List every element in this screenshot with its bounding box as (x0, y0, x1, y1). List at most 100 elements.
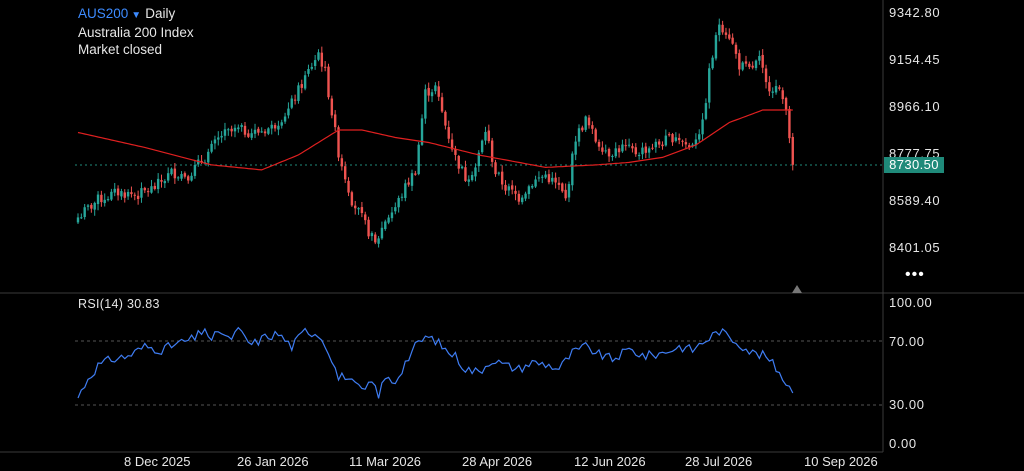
time-tick: 28 Jul 2026 (685, 454, 753, 469)
candle-body (587, 117, 591, 126)
candle-body (387, 217, 390, 223)
candle-body (310, 66, 313, 69)
candle-body (654, 141, 658, 148)
candle-body (277, 125, 280, 130)
candlestick-series (76, 18, 794, 248)
interval-label[interactable]: Daily (145, 6, 176, 21)
candle-body (414, 173, 417, 175)
rsi-line (77, 326, 794, 399)
candle-body (728, 34, 731, 39)
candle-body (283, 116, 287, 122)
candle-body (190, 175, 193, 181)
candle-body (694, 139, 698, 146)
candle-body (611, 156, 614, 158)
candle-body (447, 127, 450, 139)
price-tick: 9154.45 (889, 52, 941, 67)
candle-body (521, 197, 524, 203)
candle-body (210, 143, 213, 152)
time-tick: 8 Dec 2025 (124, 454, 191, 469)
candle-body (103, 199, 106, 204)
candle-body (454, 149, 457, 155)
candle-body (754, 60, 758, 69)
candle-body (367, 219, 370, 237)
candle-body (734, 44, 738, 54)
candle-body (527, 186, 531, 195)
candle-body (263, 131, 267, 134)
candle-body (547, 174, 551, 183)
candle-body (788, 108, 791, 139)
candle-body (768, 82, 771, 92)
candle-body (130, 192, 133, 195)
candle-body (90, 204, 93, 209)
candle-body (430, 92, 434, 97)
candle-body (467, 179, 470, 182)
last-price-tag: 8730.50 (884, 157, 944, 173)
candle-body (731, 37, 734, 44)
symbol-name[interactable]: AUS200 (78, 6, 129, 21)
candle-body (407, 182, 410, 185)
time-tick: 11 Mar 2026 (349, 454, 422, 469)
candle-body (156, 178, 160, 190)
candle-body (106, 199, 110, 201)
candle-body (480, 140, 484, 153)
candle-body (173, 168, 177, 179)
candle-body (644, 146, 647, 153)
candle-body (674, 137, 678, 141)
candle-body (487, 130, 491, 142)
candle-body (457, 156, 460, 169)
candle-body (637, 155, 641, 157)
candle-body (561, 183, 564, 192)
candle-body (180, 174, 183, 179)
candle-body (193, 165, 197, 176)
candle-body (280, 122, 283, 126)
candle-body (146, 191, 150, 193)
candle-body (450, 139, 454, 150)
moving-average-line (77, 109, 793, 171)
candle-body (781, 90, 784, 100)
candle-body (183, 173, 187, 177)
candle-body (581, 127, 584, 131)
candle-body (764, 68, 768, 83)
candle-body (554, 177, 557, 183)
candle-body (641, 147, 644, 155)
candle-body (86, 205, 90, 207)
candle-body (534, 179, 537, 187)
candle-body (571, 153, 574, 186)
candle-body (440, 97, 444, 112)
candle-body (163, 181, 167, 184)
candle-body (758, 56, 761, 61)
candle-body (477, 152, 480, 167)
candle-body (250, 133, 253, 138)
candle-body (257, 128, 260, 133)
candle-body (601, 147, 604, 152)
candle-body (394, 207, 397, 212)
candle-body (143, 187, 146, 191)
candle-body (253, 129, 257, 134)
price-tick: 8401.05 (889, 240, 941, 255)
candle-body (597, 141, 601, 147)
symbol-legend: AUS200 ▼ Daily Australia 200 Index Market … (78, 5, 194, 58)
more-options-icon[interactable]: ••• (905, 266, 925, 283)
candle-body (303, 75, 307, 89)
candle-body (474, 167, 477, 177)
symbol-dropdown-icon[interactable]: ▼ (131, 10, 142, 21)
candle-body (751, 65, 754, 68)
candle-body (704, 103, 708, 119)
candle-body (490, 140, 494, 162)
candle-body (791, 136, 794, 165)
candle-body (136, 195, 140, 199)
candle-body (390, 212, 394, 219)
candle-body (724, 32, 728, 35)
candle-body (330, 98, 334, 116)
candle-body (434, 85, 437, 92)
candle-body (213, 139, 217, 144)
candle-body (233, 127, 237, 132)
candle-body (661, 144, 664, 147)
candle-body (377, 238, 380, 244)
time-tick: 12 Jun 2026 (574, 454, 646, 469)
candle-body (427, 87, 430, 96)
candle-body (718, 24, 721, 36)
candle-body (320, 52, 324, 67)
candle-body (494, 162, 497, 175)
